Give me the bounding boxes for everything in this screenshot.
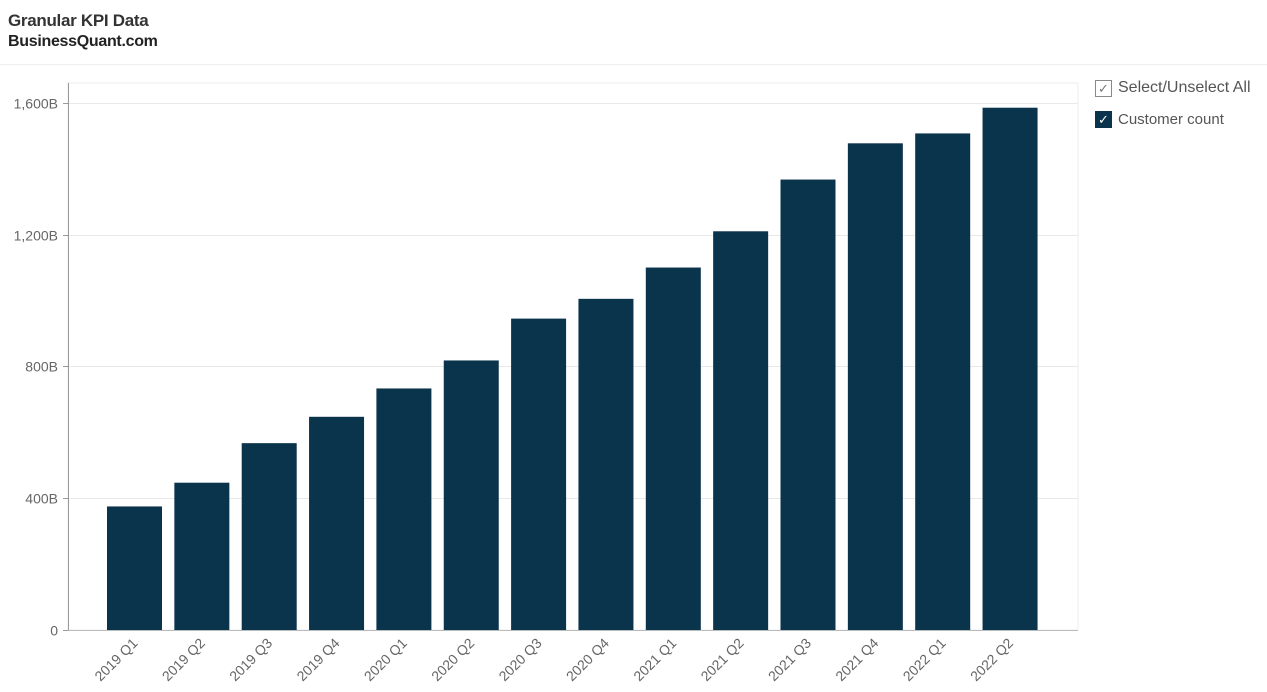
bar xyxy=(915,133,971,630)
select-all-toggle[interactable]: ✓ Select/Unselect All xyxy=(1095,77,1251,99)
y-tick-label: 1,600B xyxy=(14,96,58,112)
x-tick-label: 2019 Q1 xyxy=(91,635,140,684)
x-tick-label: 2022 Q2 xyxy=(967,635,1016,684)
bar xyxy=(174,482,230,630)
bar-chart: 0 400B 800B 1,200B 1,600B 2019 Q1 2019 Q2 2019 … xyxy=(14,82,1079,684)
x-tick-label: 2021 Q1 xyxy=(630,635,679,684)
customer-count-checkbox[interactable]: ✓ xyxy=(1095,110,1112,128)
y-tick-label: 400B xyxy=(25,491,58,507)
select-all-label: Select/Unselect All xyxy=(1118,79,1251,96)
bar xyxy=(511,318,567,630)
header-divider xyxy=(0,64,1267,65)
bar xyxy=(107,506,162,630)
customer-count-label: Customer count xyxy=(1118,110,1224,128)
chart-title: Granular KPI Data xyxy=(8,11,149,30)
bar xyxy=(713,231,769,630)
x-tick-label: 2021 Q2 xyxy=(697,635,746,684)
x-tick-label: 2019 Q2 xyxy=(159,635,208,684)
bar xyxy=(645,267,701,630)
bar xyxy=(578,298,634,630)
x-tick-label: 2020 Q4 xyxy=(563,635,612,684)
x-tick-label: 2020 Q3 xyxy=(495,635,544,684)
bar xyxy=(443,360,499,630)
y-tick-label: 1,200B xyxy=(14,228,58,244)
x-tick-label: 2020 Q2 xyxy=(428,635,477,684)
y-tick-label: 800B xyxy=(25,359,58,375)
legend: ✓ Select/Unselect All ✓ Customer count xyxy=(1095,77,1251,139)
select-all-checkbox[interactable]: ✓ xyxy=(1095,79,1112,97)
bar xyxy=(982,107,1038,630)
x-tick-label: 2019 Q3 xyxy=(226,635,275,684)
x-tick-label: 2022 Q1 xyxy=(900,635,949,684)
legend-item-customer-count[interactable]: ✓ Customer count xyxy=(1095,108,1251,130)
bar xyxy=(376,388,432,630)
bar xyxy=(780,179,836,630)
bar xyxy=(847,143,903,630)
chart-header: Granular KPI Data BusinessQuant.com xyxy=(8,10,158,52)
x-tick-label: 2020 Q1 xyxy=(361,635,410,684)
x-tick-label: 2021 Q3 xyxy=(765,635,814,684)
x-tick-label: 2019 Q4 xyxy=(293,635,342,684)
y-tick-label: 0 xyxy=(50,623,58,639)
x-tick-label: 2021 Q4 xyxy=(832,635,881,684)
bar xyxy=(241,443,297,630)
bar xyxy=(309,416,365,630)
chart-subtitle: BusinessQuant.com xyxy=(8,33,158,50)
